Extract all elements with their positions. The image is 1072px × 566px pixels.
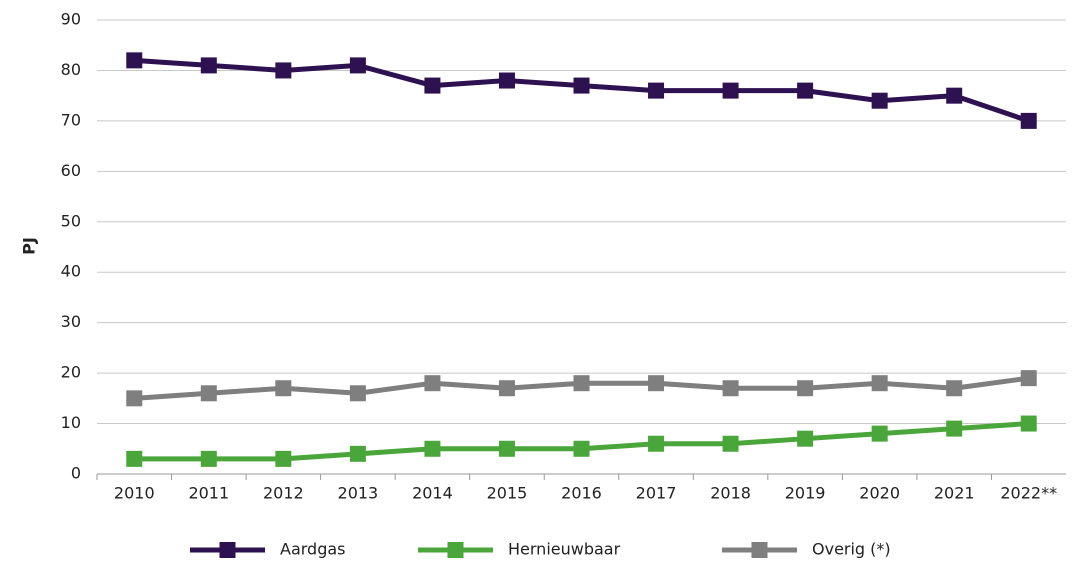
x-tick-label: 2014 xyxy=(412,484,453,503)
point-marker xyxy=(126,52,143,69)
x-tick-label: 2020 xyxy=(859,484,900,503)
point-marker xyxy=(722,380,739,397)
point-marker xyxy=(573,375,590,392)
point-marker xyxy=(946,420,963,437)
legend-marker xyxy=(219,542,236,558)
point-marker xyxy=(275,62,292,79)
point-marker xyxy=(126,390,143,407)
legend-label: Aardgas xyxy=(280,540,346,559)
legend-marker xyxy=(751,542,768,558)
point-marker xyxy=(424,375,441,392)
x-tick-label: 2017 xyxy=(636,484,677,503)
point-marker xyxy=(573,77,590,94)
x-tick-label: 2013 xyxy=(338,484,379,503)
point-marker xyxy=(126,450,143,467)
point-marker xyxy=(349,445,366,462)
point-marker xyxy=(200,450,217,467)
point-marker xyxy=(200,57,217,74)
legend-marker xyxy=(447,542,464,558)
point-marker xyxy=(648,82,665,99)
y-tick-label: 90 xyxy=(61,10,81,29)
x-tick-label: 2010 xyxy=(114,484,155,503)
point-marker xyxy=(1020,112,1037,129)
y-tick-label: 80 xyxy=(61,60,81,79)
y-tick-label: 30 xyxy=(61,312,81,331)
point-marker xyxy=(200,385,217,402)
point-marker xyxy=(424,440,441,457)
point-marker xyxy=(1020,415,1037,432)
point-marker xyxy=(871,375,888,392)
x-tick-label: 2011 xyxy=(188,484,229,503)
point-marker xyxy=(946,380,963,397)
x-tick-label: 2019 xyxy=(785,484,826,503)
x-tick-label: 2022** xyxy=(1000,484,1057,503)
x-tick-label: 2012 xyxy=(263,484,304,503)
point-marker xyxy=(797,430,814,447)
point-marker xyxy=(573,440,590,457)
x-tick-label: 2015 xyxy=(487,484,528,503)
point-marker xyxy=(424,77,441,94)
y-axis-label: PJ xyxy=(20,237,39,255)
point-marker xyxy=(275,380,292,397)
point-marker xyxy=(498,72,515,89)
point-marker xyxy=(498,440,515,457)
point-marker xyxy=(275,450,292,467)
point-marker xyxy=(498,380,515,397)
y-tick-label: 0 xyxy=(71,464,81,483)
point-marker xyxy=(349,57,366,74)
legend-label: Hernieuwbaar xyxy=(508,540,621,559)
y-tick-label: 60 xyxy=(61,161,81,180)
point-marker xyxy=(871,425,888,442)
point-marker xyxy=(648,375,665,392)
legend-label: Overig (*) xyxy=(812,540,891,559)
point-marker xyxy=(946,87,963,104)
point-marker xyxy=(797,82,814,99)
point-marker xyxy=(648,435,665,452)
point-marker xyxy=(1020,370,1037,387)
x-tick-label: 2021 xyxy=(934,484,975,503)
point-marker xyxy=(797,380,814,397)
point-marker xyxy=(349,385,366,402)
x-tick-label: 2018 xyxy=(710,484,751,503)
y-tick-label: 70 xyxy=(61,110,81,129)
y-tick-label: 10 xyxy=(61,413,81,432)
point-marker xyxy=(722,82,739,99)
y-tick-label: 20 xyxy=(61,363,81,382)
x-tick-label: 2016 xyxy=(561,484,602,503)
y-tick-label: 40 xyxy=(61,262,81,281)
point-marker xyxy=(871,92,888,109)
y-tick-label: 50 xyxy=(61,211,81,230)
point-marker xyxy=(722,435,739,452)
